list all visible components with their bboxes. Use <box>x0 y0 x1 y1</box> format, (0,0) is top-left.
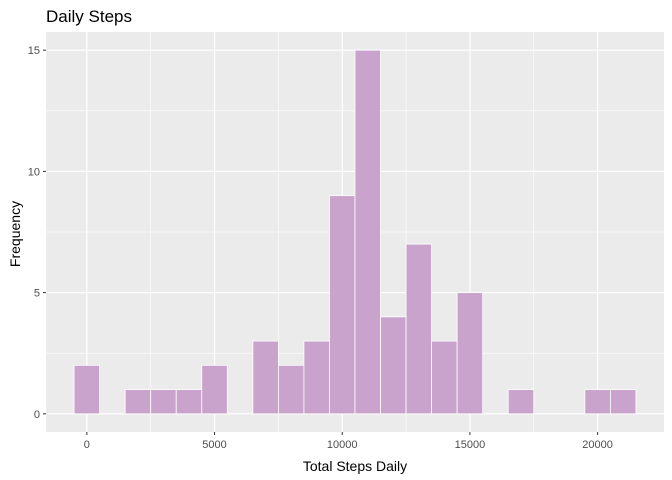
y-axis: 0 5 10 15 <box>28 45 46 421</box>
x-tick-label: 5000 <box>202 439 226 451</box>
x-axis-label: Total Steps Daily <box>303 458 407 474</box>
histogram-bar <box>456 292 484 415</box>
histogram-bar <box>73 364 101 415</box>
y-tick-label: 15 <box>28 45 40 57</box>
x-tick-label: 20000 <box>582 439 613 451</box>
y-axis-label: Frequency <box>7 201 23 267</box>
x-tick-label: 15000 <box>455 439 486 451</box>
histogram-bar <box>201 364 228 415</box>
histogram-bar <box>150 389 177 415</box>
histogram-bars <box>73 49 637 415</box>
histogram-bar <box>405 243 433 415</box>
histogram-bar <box>252 340 279 415</box>
histogram-bar <box>507 389 535 415</box>
chart-title: Daily Steps <box>46 7 132 26</box>
histogram-bar <box>329 195 356 415</box>
y-tick-label: 0 <box>34 409 40 421</box>
y-tick-label: 5 <box>34 288 40 300</box>
histogram-bar <box>175 389 203 415</box>
histogram-bar <box>584 389 611 415</box>
histogram-bar <box>609 389 637 415</box>
x-axis: 0 5000 10000 15000 20000 <box>84 432 613 451</box>
x-tick-label: 0 <box>84 439 90 451</box>
y-tick-label: 10 <box>28 166 40 178</box>
x-tick-label: 10000 <box>327 439 358 451</box>
histogram-bar <box>303 340 330 415</box>
histogram-bar <box>277 364 305 415</box>
histogram-bar <box>380 316 407 415</box>
histogram-bar <box>354 49 381 415</box>
histogram-bar <box>124 389 152 415</box>
histogram-bar <box>431 340 458 415</box>
